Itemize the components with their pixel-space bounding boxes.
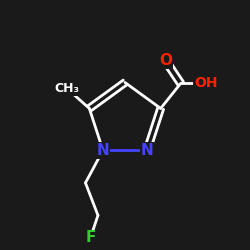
Text: F: F: [85, 230, 96, 245]
Text: N: N: [141, 143, 154, 158]
Text: O: O: [159, 54, 172, 68]
Text: N: N: [96, 143, 109, 158]
Text: OH: OH: [194, 76, 218, 90]
Text: CH₃: CH₃: [54, 82, 79, 95]
